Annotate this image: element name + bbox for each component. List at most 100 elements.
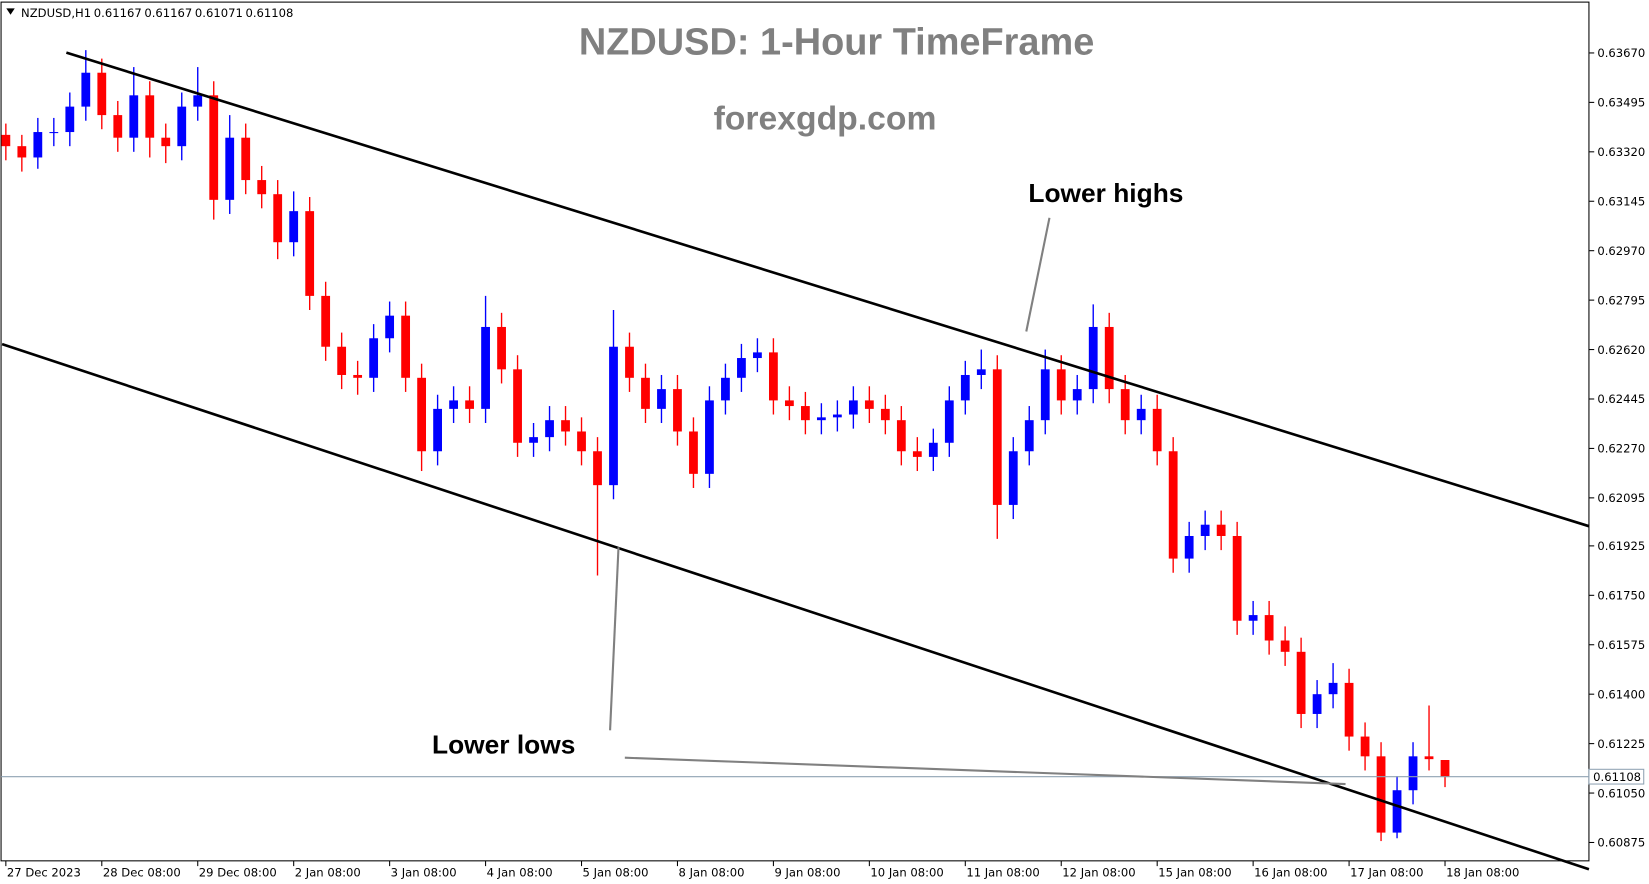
- candle-body: [1120, 389, 1130, 421]
- candle-body: [385, 315, 395, 339]
- candle-body: [705, 400, 714, 474]
- candle-body: [1264, 615, 1274, 641]
- y-tick-label: 0.62620: [1597, 343, 1645, 357]
- candle-body: [753, 352, 762, 359]
- candle-body: [433, 408, 443, 452]
- candle-body: [1088, 326, 1098, 390]
- candle-body: [625, 346, 634, 378]
- annotation: Lower highs: [1028, 178, 1183, 208]
- candle-body: [689, 431, 698, 474]
- upper-channel-line: [65, 51, 1590, 528]
- price-label-box: [1588, 768, 1645, 785]
- candle-body: [161, 137, 171, 147]
- candle-body: [992, 369, 1002, 505]
- candle-body: [1408, 756, 1418, 791]
- candle-body: [1008, 451, 1018, 505]
- candle-body: [976, 369, 986, 375]
- candle-body: [1, 134, 11, 147]
- header-low: 0.61071: [195, 6, 243, 20]
- x-tick-label: 17 Jan 08:00: [1350, 866, 1423, 880]
- candle-body: [737, 358, 746, 378]
- candle-body: [65, 106, 75, 133]
- candle-body: [769, 352, 778, 401]
- candle-body: [465, 400, 474, 409]
- candle-body: [1344, 682, 1354, 737]
- x-tick-label: 8 Jan 08:00: [679, 866, 745, 880]
- candle-body: [1136, 408, 1146, 421]
- candle-body: [864, 400, 874, 409]
- header-close: 0.61108: [246, 6, 294, 20]
- candle-body: [177, 106, 187, 147]
- candle-body: [209, 95, 219, 200]
- candle-body: [1040, 369, 1050, 421]
- candle-body: [529, 437, 538, 443]
- candle-body: [785, 400, 794, 407]
- candle-body: [1216, 524, 1226, 536]
- x-tick-label: 3 Jan 08:00: [391, 866, 457, 880]
- y-tick-label: 0.61225: [1597, 737, 1645, 751]
- candle-body: [81, 72, 91, 107]
- candle-body: [816, 417, 826, 421]
- candle-body: [305, 211, 315, 296]
- candle-body: [289, 211, 299, 243]
- candle-body: [912, 451, 922, 457]
- x-tick-label: 16 Jan 08:00: [1254, 866, 1327, 880]
- candle-body: [1152, 408, 1162, 452]
- y-tick-label: 0.61750: [1597, 589, 1645, 603]
- candle-body: [641, 377, 650, 409]
- candle-body: [848, 400, 858, 415]
- y-tick-label: 0.61575: [1597, 638, 1645, 652]
- candle-body: [449, 400, 458, 409]
- x-tick-label: 27 Dec 2023: [7, 866, 81, 880]
- candle-body: [673, 389, 682, 432]
- candle-body: [657, 389, 666, 409]
- chart-subtitle: forexgdp.com: [714, 100, 937, 137]
- candle-body: [1184, 535, 1194, 559]
- candle-body: [145, 95, 155, 138]
- y-tick-label: 0.63320: [1597, 145, 1645, 159]
- candle-body: [1328, 682, 1338, 695]
- x-tick-label: 18 Jan 08:00: [1446, 866, 1519, 880]
- candle-body: [321, 295, 331, 347]
- lower-channel-line: [1, 342, 1590, 871]
- candle-body: [577, 431, 586, 452]
- y-tick-label: 0.62795: [1597, 293, 1645, 307]
- candle-body: [1280, 640, 1290, 652]
- candle-body: [257, 180, 267, 195]
- y-tick-label: 0.62270: [1597, 442, 1645, 456]
- candle-body: [481, 326, 490, 409]
- candle-body: [1376, 756, 1386, 833]
- header: NZDUSD,H1 0.61167 0.61167 0.61071 0.6110…: [6, 6, 293, 20]
- candle-body: [721, 377, 730, 401]
- candle-body: [1024, 420, 1034, 452]
- x-tick-label: 2 Jan 08:00: [295, 866, 361, 880]
- candle-body: [129, 95, 139, 138]
- y-tick-label: 0.63495: [1597, 96, 1645, 110]
- y-tick-label: 0.63670: [1597, 46, 1645, 60]
- candle-body: [33, 132, 43, 158]
- candle-body: [1232, 535, 1242, 621]
- pointer-line: [1025, 217, 1051, 332]
- chart-title: NZDUSD: 1-Hour TimeFrame: [579, 22, 1094, 64]
- candle-body: [225, 137, 235, 200]
- price-label: 0.61108: [1593, 770, 1641, 784]
- candles: 0.61108: [1, 50, 1645, 842]
- candle-body: [1104, 326, 1114, 390]
- candle-body: [513, 369, 522, 443]
- y-tick-label: 0.62095: [1597, 491, 1645, 505]
- candle-body: [1072, 389, 1082, 401]
- candle-body: [800, 406, 810, 421]
- candle-body: [1392, 790, 1402, 833]
- candle-body: [241, 137, 251, 181]
- x-tick-label: 12 Jan 08:00: [1062, 866, 1135, 880]
- y-tick-label: 0.62445: [1597, 392, 1645, 406]
- candle-body: [1056, 369, 1066, 401]
- candle-body: [896, 420, 906, 452]
- x-tick-label: 5 Jan 08:00: [583, 866, 649, 880]
- candle-body: [1424, 756, 1434, 760]
- candle-body: [1296, 651, 1306, 714]
- candle-body: [609, 346, 618, 486]
- candle-body: [97, 72, 107, 116]
